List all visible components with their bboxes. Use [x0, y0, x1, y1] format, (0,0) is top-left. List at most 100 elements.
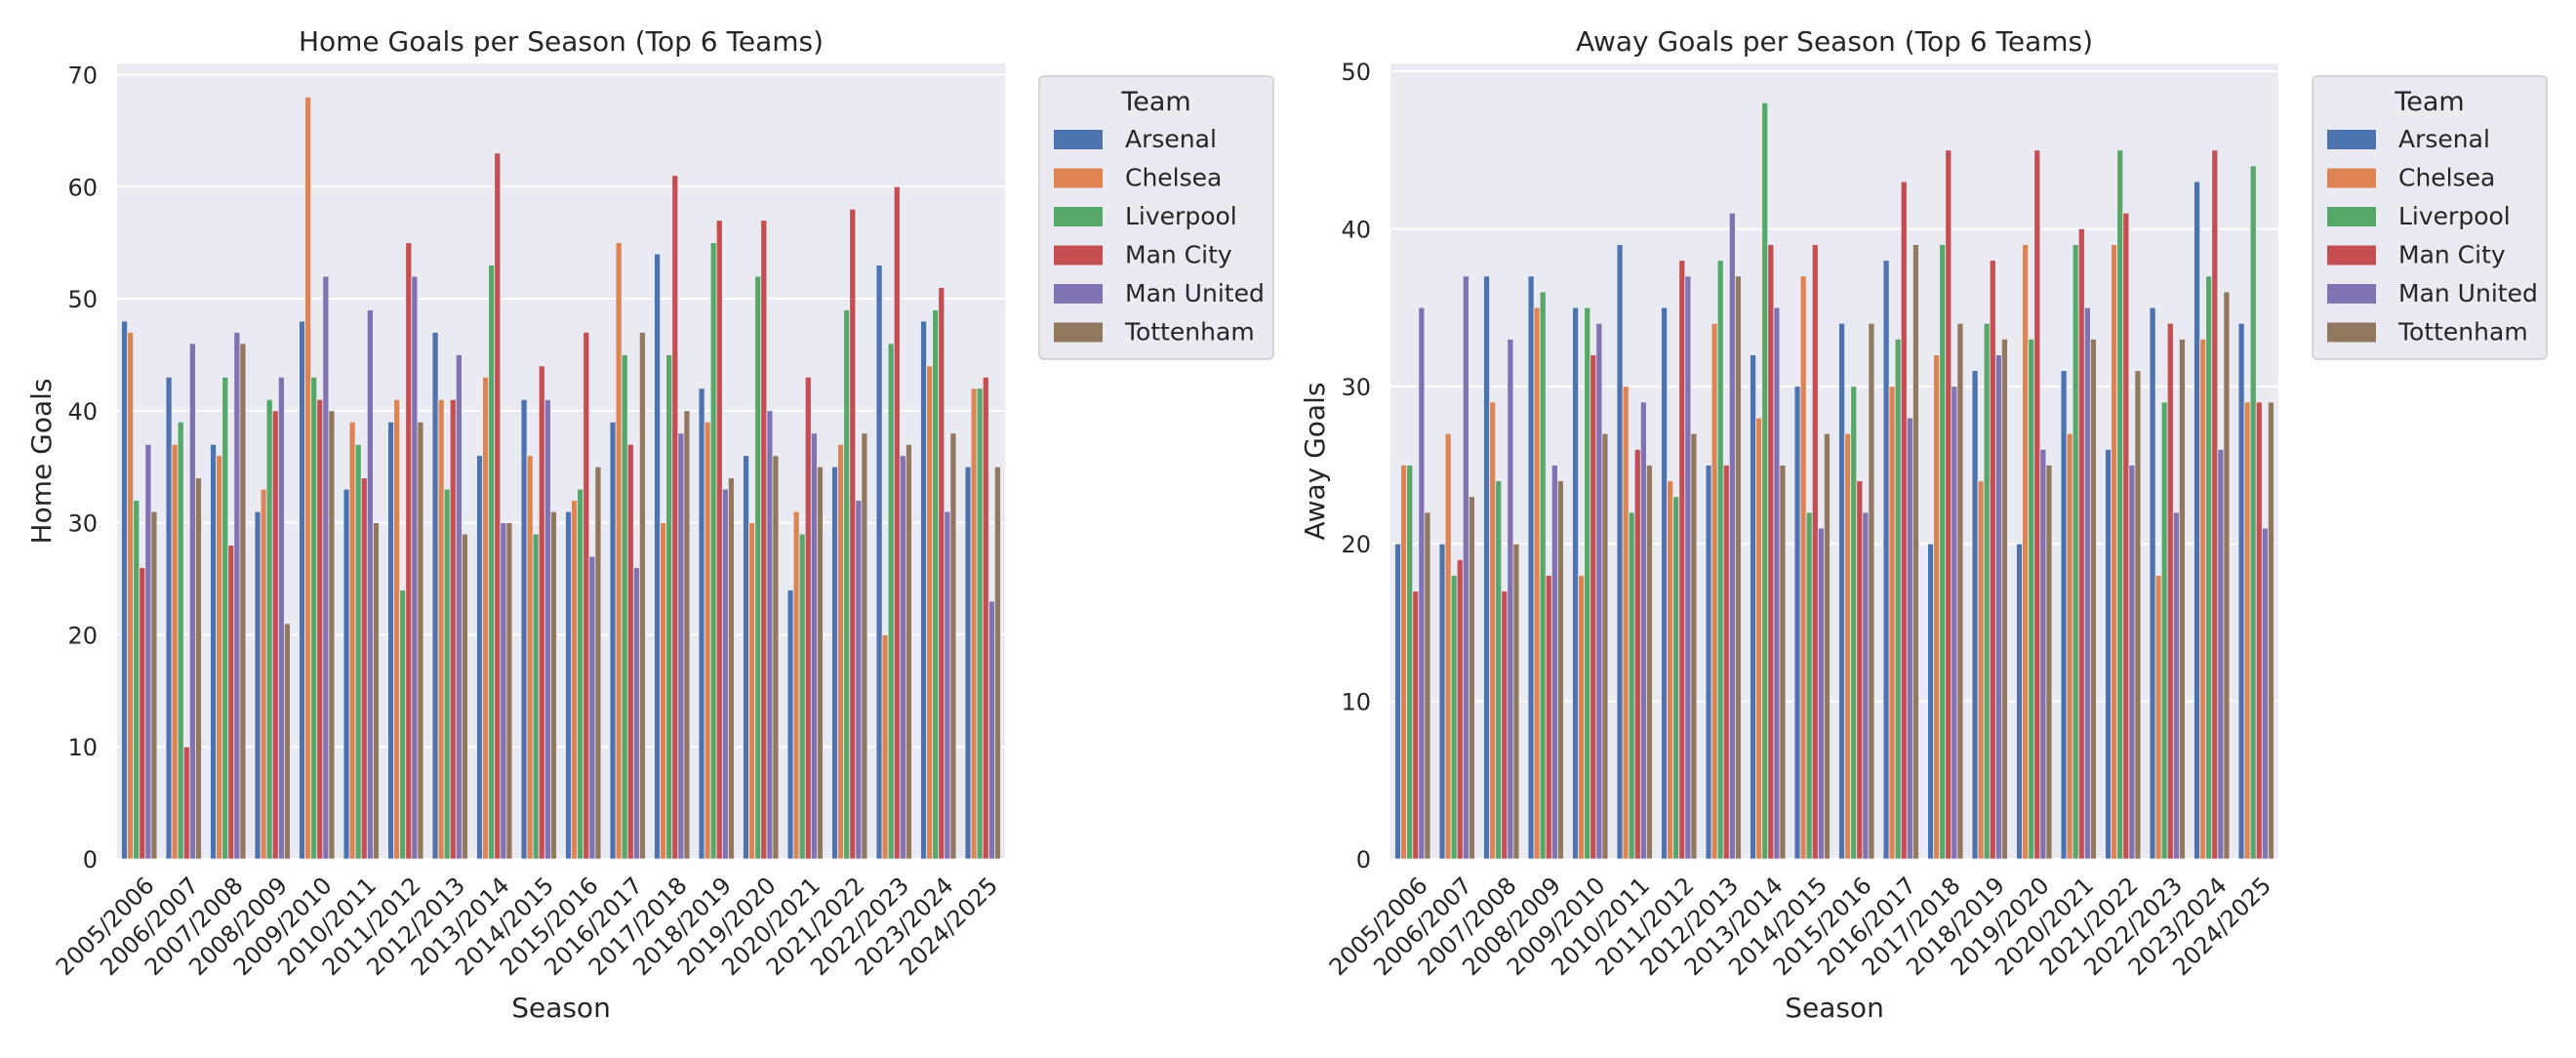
bar-chelsea [881, 634, 889, 860]
bar-tottenham [505, 522, 513, 860]
legend-swatch [1054, 207, 1103, 226]
bar-man-united [1418, 306, 1426, 860]
bar-chelsea [1444, 432, 1452, 860]
bar-man-united [588, 555, 596, 860]
bar-liverpool [532, 533, 540, 860]
bar-man-city [849, 208, 857, 860]
y-axis-label: Home Goals [25, 379, 58, 545]
bar-man-united [277, 377, 285, 860]
bar-man-city [1722, 465, 1730, 860]
bar-chelsea [526, 455, 534, 860]
bar-arsenal [2016, 543, 2024, 860]
legend-swatch [2327, 284, 2376, 304]
bar-chelsea [1400, 465, 1408, 860]
bar-man-united [2261, 527, 2269, 860]
x-axis-label: Season [1785, 992, 1884, 1024]
bar-liverpool [1850, 386, 1858, 860]
bar-arsenal [609, 421, 617, 860]
legend-swatch [1054, 284, 1103, 304]
bar-man-city [494, 152, 502, 860]
y-tick-label: 70 [67, 61, 98, 89]
bar-tottenham [2000, 339, 2008, 860]
bar-man-united [766, 410, 774, 860]
bar-liverpool [399, 590, 407, 860]
legend: Team Arsenal Chelsea Liverpool Man City Man U… [2312, 75, 2548, 360]
bar-man-united [1684, 275, 1692, 860]
bar-arsenal [964, 466, 972, 860]
bar-arsenal [1572, 306, 1580, 860]
bar-tottenham [2178, 339, 2186, 860]
bar-man-city [1856, 480, 1864, 860]
legend-title: Team [1120, 87, 1190, 117]
bar-arsenal [299, 320, 306, 860]
bar-tottenham [2134, 370, 2142, 860]
chart-title: Home Goals per Season (Top 6 Teams) [299, 25, 824, 58]
bar-liverpool [754, 275, 762, 860]
y-tick-label: 0 [83, 846, 98, 874]
bar-man-city [1767, 244, 1775, 860]
bar-chelsea [1888, 386, 1896, 860]
bar-man-united [411, 275, 419, 860]
bar-man-united [543, 398, 551, 860]
bar-liverpool [932, 309, 940, 860]
bar-tottenham [638, 332, 646, 860]
bar-man-city [1545, 575, 1552, 860]
bar-arsenal [387, 421, 395, 860]
bar-arsenal [431, 332, 439, 860]
bar-man-city [626, 443, 634, 860]
bar-liverpool [1628, 511, 1635, 860]
bar-man-city [1590, 354, 1597, 860]
legend-title: Team [2394, 87, 2464, 117]
bar-liverpool [1716, 260, 1724, 860]
bar-liverpool [665, 354, 673, 860]
bar-chelsea [792, 510, 800, 860]
bar-man-city [1456, 558, 1464, 860]
chart-panel-2: 010203040502005/20062006/20072007/200820… [1299, 25, 2548, 1024]
y-tick-label: 30 [1341, 374, 1371, 401]
bar-tottenham [150, 510, 158, 860]
bar-tottenham [594, 466, 602, 860]
bar-man-city [2077, 228, 2085, 860]
bar-man-united [1595, 322, 1603, 860]
bar-man-city [1501, 590, 1509, 860]
legend-label: Man United [1125, 279, 1265, 307]
legend-label: Arsenal [1125, 125, 1217, 153]
bar-tottenham [905, 443, 912, 860]
legend-swatch [1054, 168, 1103, 188]
bar-liverpool [310, 377, 318, 860]
y-tick-label: 50 [67, 286, 98, 313]
legend-swatch [1054, 130, 1103, 149]
bar-chelsea [2022, 244, 2030, 860]
legend-label: Liverpool [1125, 202, 1237, 230]
legend: Team Arsenal Chelsea Liverpool Man City Man U… [1038, 75, 1274, 360]
bar-arsenal [165, 377, 173, 860]
bar-liverpool [133, 500, 141, 860]
bar-arsenal [786, 590, 794, 860]
bar-liverpool [1672, 496, 1680, 860]
bar-man-united [810, 432, 818, 860]
legend-label: Tottenham [2397, 318, 2528, 346]
legend-label: Man United [2398, 279, 2538, 307]
bar-liverpool [1539, 291, 1547, 860]
bar-man-united [233, 332, 241, 860]
bar-chelsea [127, 332, 135, 860]
bar-man-united [855, 500, 863, 860]
bar-man-city [1811, 244, 1819, 860]
bar-liverpool [488, 264, 496, 860]
bar-tottenham [1956, 322, 1964, 860]
bar-tottenham [328, 410, 336, 860]
bar-chelsea [660, 522, 667, 860]
legend-swatch [2327, 245, 2376, 265]
bar-chelsea [2199, 339, 2207, 860]
bar-arsenal [698, 387, 705, 860]
bar-man-city [182, 746, 190, 860]
bar-liverpool [1450, 575, 1458, 860]
bar-man-city [760, 220, 768, 860]
bar-tottenham [2267, 401, 2274, 860]
bar-tottenham [2045, 465, 2053, 860]
legend-label: Chelsea [2398, 164, 2495, 192]
bar-man-united [188, 343, 196, 860]
bar-man-united [1817, 527, 1825, 860]
bar-tottenham [993, 466, 1001, 860]
